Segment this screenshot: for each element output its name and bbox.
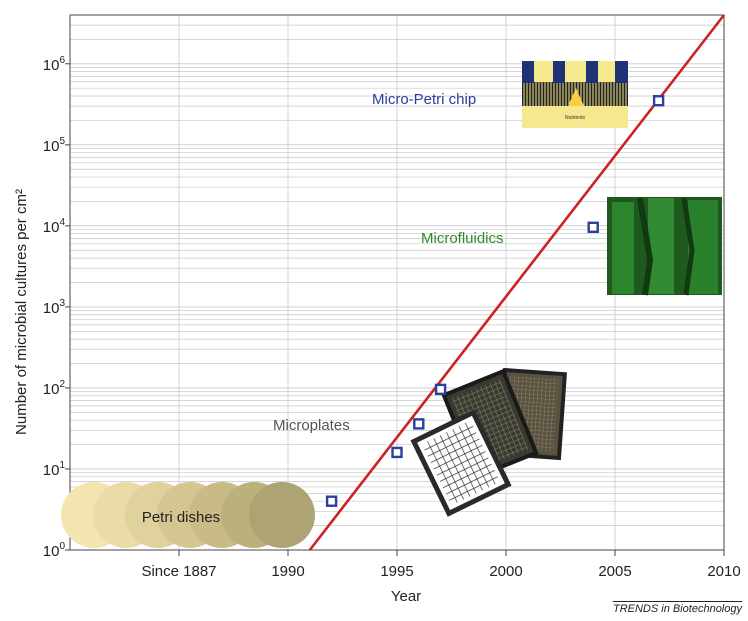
y-axis: 100 101 102 103 104 105 106 — [43, 55, 70, 560]
annotation-micro-petri-chip: Micro-Petri chip — [372, 91, 476, 108]
x-axis: Since 1887 1990 1995 2000 2005 2010 — [141, 550, 740, 580]
y-axis-label: Number of microbial cultures per cm² — [13, 189, 30, 435]
y-tick-label: 104 — [43, 217, 66, 236]
x-axis-label: Year — [391, 588, 421, 605]
x-tick-label: 1990 — [271, 563, 304, 580]
y-tick-label: 100 — [43, 541, 66, 560]
x-tick-label: 1995 — [380, 563, 413, 580]
x-tick-label: 2000 — [489, 563, 522, 580]
data-point — [414, 419, 423, 428]
y-tick-label: 106 — [43, 55, 66, 74]
data-point — [436, 385, 445, 394]
y-tick-label: 105 — [43, 136, 66, 155]
annotation-microfluidics: Microfluidics — [421, 230, 504, 247]
microfluidics-illustration — [607, 197, 722, 295]
data-point — [589, 223, 598, 232]
x-tick-label: Since 1887 — [141, 563, 216, 580]
data-point — [654, 96, 663, 105]
x-tick-label: 2005 — [598, 563, 631, 580]
x-tick-label: 2010 — [707, 563, 740, 580]
annotation-petri-dishes: Petri dishes — [142, 509, 220, 526]
y-tick-label: 101 — [43, 460, 66, 479]
chip-nutrients-label: Nutrients — [565, 115, 586, 121]
credit-text: TRENDS in Biotechnology — [613, 601, 742, 615]
data-point — [393, 448, 402, 457]
micro-petri-chip-illustration: Nutrients — [522, 61, 628, 128]
annotation-microplates: Microplates — [273, 417, 350, 434]
y-tick-label: 103 — [43, 298, 66, 317]
y-tick-label: 102 — [43, 379, 66, 398]
data-point — [327, 497, 336, 506]
